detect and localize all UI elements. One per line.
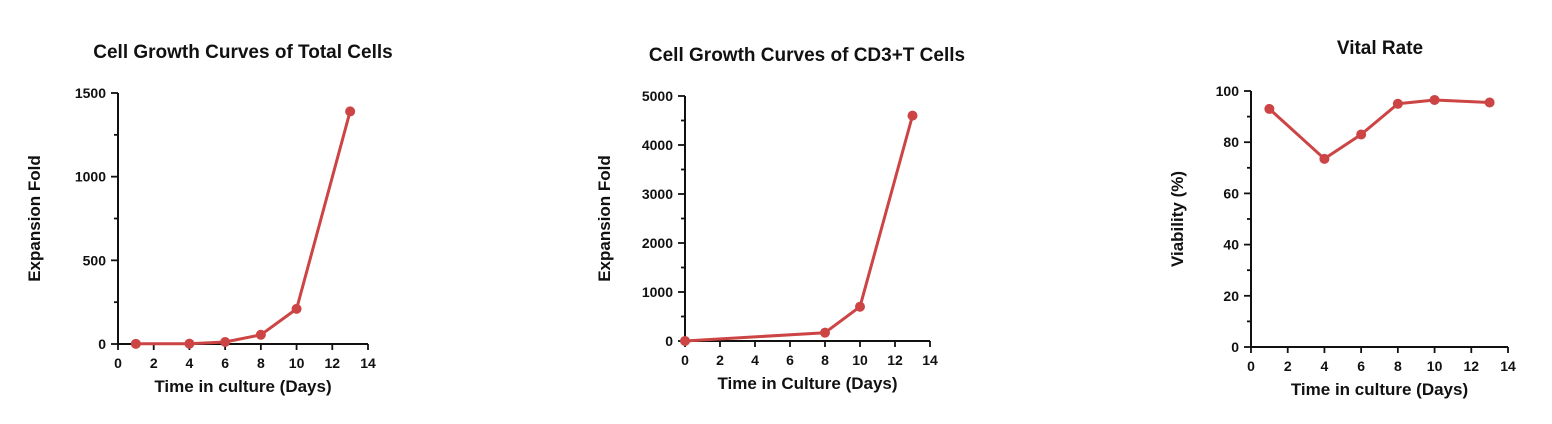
y-tick-label: 60 <box>1223 185 1239 201</box>
y-tick-label: 1500 <box>75 85 106 101</box>
x-tick-label: 2 <box>150 355 158 371</box>
data-point <box>291 303 302 314</box>
x-tick-label: 0 <box>1247 358 1255 374</box>
x-tick-label: 2 <box>1284 358 1292 374</box>
y-axis-title: Expansion Fold <box>595 155 614 282</box>
data-point <box>855 301 865 312</box>
y-tick-label: 3000 <box>642 186 673 202</box>
data-point <box>1319 153 1330 164</box>
series-line <box>1267 98 1492 161</box>
x-axis-title: Time in Culture (Days) <box>717 374 897 393</box>
y-tick-label: 20 <box>1223 288 1239 304</box>
x-tick-label: 8 <box>821 352 829 368</box>
data-point <box>220 336 231 347</box>
y-tick-label: 100 <box>1216 83 1240 99</box>
chart-title: Cell Growth Curves of Total Cells <box>93 42 392 63</box>
data-point <box>255 329 266 340</box>
x-axis-title: Time in culture (Days) <box>154 377 331 396</box>
y-tick-label: 500 <box>83 252 107 268</box>
y-tick-label: 40 <box>1223 237 1239 253</box>
data-point <box>130 338 141 349</box>
y-axis-title: Viability (%) <box>1168 171 1187 267</box>
data-point <box>1429 94 1440 105</box>
x-tick-label: 4 <box>751 352 759 368</box>
data-point <box>907 110 918 121</box>
y-axis-title: Expansion Fold <box>25 155 44 282</box>
y-tick-label: 4000 <box>642 137 673 153</box>
data-point <box>820 327 830 338</box>
chart-title: Vital Rate <box>1337 38 1423 59</box>
x-tick-label: 0 <box>681 352 689 368</box>
y-tick-label: 0 <box>1231 339 1239 355</box>
x-tick-label: 12 <box>887 352 903 368</box>
y-tick-label: 5000 <box>642 88 673 104</box>
x-tick-label: 14 <box>922 352 938 368</box>
x-tick-label: 8 <box>1394 358 1402 374</box>
data-point <box>1264 103 1275 114</box>
y-tick-label: 80 <box>1223 134 1239 150</box>
data-point <box>345 106 356 117</box>
x-tick-label: 10 <box>1427 358 1443 374</box>
x-tick-label: 10 <box>289 355 305 371</box>
x-tick-label: 12 <box>1463 358 1479 374</box>
x-tick-label: 14 <box>1500 358 1516 374</box>
series-line <box>683 114 914 343</box>
data-point <box>680 335 690 346</box>
x-tick-label: 10 <box>852 352 868 368</box>
series-line <box>134 109 352 346</box>
y-tick-label: 1000 <box>642 284 673 300</box>
x-tick-label: 4 <box>186 355 194 371</box>
x-tick-label: 8 <box>257 355 265 371</box>
x-tick-label: 0 <box>114 355 122 371</box>
x-tick-label: 4 <box>1321 358 1329 374</box>
data-point <box>184 338 195 349</box>
chart-3: Vital Rate 0 2 4 6 8 10 12 14 0 20 40 60 80 100 Time in… <box>1168 38 1516 399</box>
chart-title: Cell Growth Curves of CD3+T Cells <box>649 45 965 66</box>
chart-1: Cell Growth Curves of Total Cells 0 2 4 6 8 10… <box>25 42 393 396</box>
x-tick-label: 2 <box>716 352 724 368</box>
x-axis-title: Time in culture (Days) <box>1291 380 1468 399</box>
x-tick-label: 14 <box>360 355 376 371</box>
y-tick-label: 2000 <box>642 235 673 251</box>
x-tick-label: 12 <box>324 355 340 371</box>
y-tick-label: 1000 <box>75 169 106 185</box>
x-tick-label: 6 <box>1357 358 1365 374</box>
chart-2: Cell Growth Curves of CD3+T Cells 0 2 4 6 8 10… <box>595 45 965 393</box>
y-tick-label: 0 <box>665 333 673 349</box>
data-point <box>1356 129 1367 140</box>
x-tick-label: 6 <box>786 352 794 368</box>
x-tick-label: 6 <box>221 355 229 371</box>
data-point <box>1392 98 1403 109</box>
y-tick-label: 0 <box>98 336 106 352</box>
data-point <box>1484 97 1495 108</box>
